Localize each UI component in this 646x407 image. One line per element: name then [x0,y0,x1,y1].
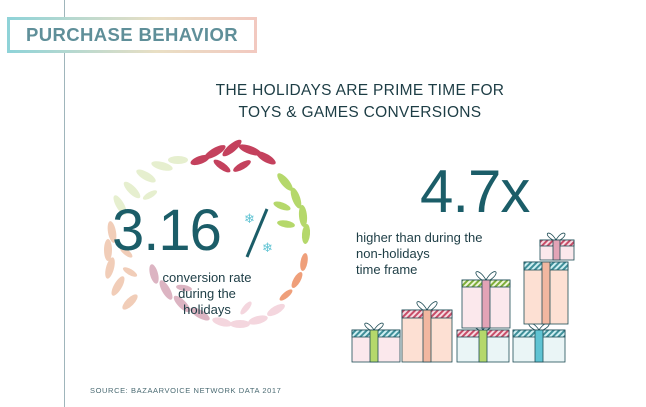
snowflake-icon: ❄ [262,240,273,255]
left-stat-caption-line: holidays [183,302,231,317]
wreath-branch-mauve [149,264,210,321]
wreath-branch-green [273,173,311,244]
wreath-icon [104,139,311,328]
right-stat-caption-line: time frame [356,262,418,277]
section-badge: PURCHASE BEHAVIOR [7,17,257,53]
right-stat-caption-line: higher than during the [356,230,483,245]
wreath-branch-orange [279,253,308,301]
gift-boxes-illustration [351,232,575,363]
percent-slash-icon [245,208,269,258]
section-label: PURCHASE BEHAVIOR [25,24,239,45]
left-stat-caption: conversion rate during the holidays [132,270,282,318]
wreath-branch-light-pink [212,301,285,328]
left-stat-caption-line: conversion rate [162,270,252,285]
gift-box-icon [461,271,511,329]
left-stat-caption-line: during the [178,286,236,301]
right-stat-caption-line: non-holidays [356,246,430,261]
wreath-branch-pale-green [113,156,188,215]
gift-box-icon [512,322,566,363]
gift-box-icon [523,261,569,325]
vertical-divider-line [64,0,65,407]
gift-box-icon [351,322,401,363]
wreath-branch-peach [104,221,138,310]
gift-box-icon [539,232,575,261]
left-stat-value: 3.16 [112,198,222,263]
right-stat-caption: higher than during the non-holidays time… [356,230,526,278]
wreath-branch-red [190,139,276,173]
source-footnote: SOURCE: BAZAARVOICE NETWORK DATA 2017 [90,386,282,395]
gift-box-icon [456,322,510,363]
headline-line-1: THE HOLIDAYS ARE PRIME TIME FOR [215,82,505,99]
snowflake-icon: ❄ [244,211,255,226]
headline-line-2: TOYS & GAMES CONVERSIONS [238,104,482,121]
right-stat-value: 4.7x [420,158,530,225]
gift-box-icon [401,301,453,363]
